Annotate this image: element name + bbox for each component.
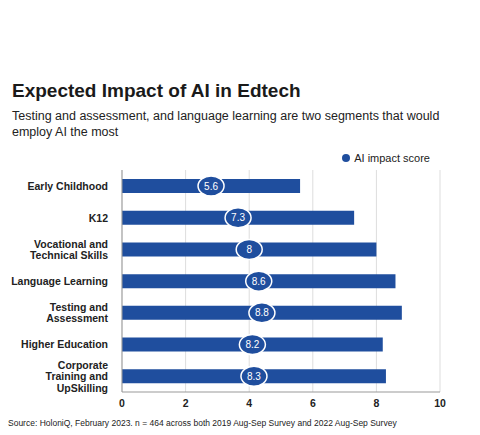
html-text:Expected Impact of AI in Edtec: Expected Impact of AI in Edtech xyxy=(12,80,301,101)
svg-text:5.6: 5.6 xyxy=(204,181,218,192)
html-text:Testing and assessment, and la: Testing and assessment, and language lea… xyxy=(12,109,440,139)
svg-text:K12: K12 xyxy=(89,212,108,224)
html-text:Source: HoloniQ, February 2023: Source: HoloniQ, February 2023. n = 464 … xyxy=(8,418,397,428)
svg-text:8.8: 8.8 xyxy=(255,307,269,318)
svg-text:0: 0 xyxy=(119,397,125,409)
svg-text:Higher Education: Higher Education xyxy=(21,338,108,350)
svg-text:Early Childhood: Early Childhood xyxy=(27,180,108,192)
svg-text:8.2: 8.2 xyxy=(245,339,259,350)
svg-text:CorporateTraining andUpSkillin: CorporateTraining andUpSkilling xyxy=(46,359,109,394)
svg-text:2: 2 xyxy=(183,397,189,409)
svg-text:4: 4 xyxy=(246,397,252,409)
svg-text:8.3: 8.3 xyxy=(247,371,261,382)
svg-text:Vocational andTechnical Skills: Vocational andTechnical Skills xyxy=(30,238,108,262)
svg-text:6: 6 xyxy=(310,397,316,409)
svg-text:Testing andAssessment: Testing andAssessment xyxy=(46,301,108,325)
svg-text:8.6: 8.6 xyxy=(252,276,266,287)
html-text:AI impact score: AI impact score xyxy=(354,152,430,164)
svg-text:8: 8 xyxy=(373,397,379,409)
svg-text:10: 10 xyxy=(434,397,446,409)
svg-text:8: 8 xyxy=(246,244,252,255)
svg-text:7.3: 7.3 xyxy=(231,212,245,223)
svg-text:Language Learning: Language Learning xyxy=(11,275,108,287)
